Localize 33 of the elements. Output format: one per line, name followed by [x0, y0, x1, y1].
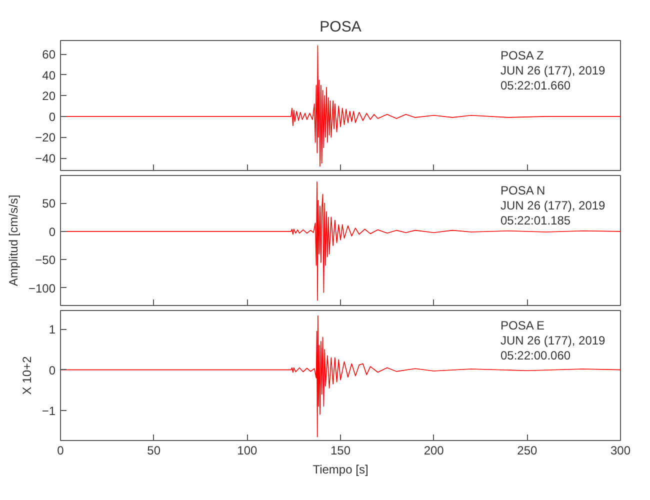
x-tick-label: 150	[330, 444, 351, 458]
x-tick-label: 200	[424, 444, 444, 458]
x-tick-label: 300	[610, 444, 631, 458]
x-tick-label: 0	[57, 444, 64, 458]
y-tick-label: 50	[42, 196, 56, 211]
y-tick-label: −100	[28, 281, 56, 296]
x-tick-label: 100	[237, 444, 258, 458]
y-tick-label: −1	[42, 404, 56, 418]
y-tick-label: −50	[35, 253, 56, 268]
x-tick-label: 250	[517, 444, 538, 458]
x-tick-label: 50	[147, 444, 161, 458]
annotation: JUN 26 (177), 2019	[500, 198, 606, 212]
y-tick-label: −20	[35, 130, 56, 145]
y-tick-label: 60	[42, 48, 56, 62]
annotation: 05:22:00.060	[500, 348, 571, 362]
y-tick-label: −40	[35, 152, 56, 166]
annotation: 05:22:01.185	[500, 214, 571, 228]
annotation: POSA Z	[500, 48, 544, 62]
y-axis-title: Amplitud [cm/s/s]	[6, 194, 20, 286]
y-tick-label: 0	[48, 363, 56, 378]
annotation: POSA N	[500, 184, 546, 198]
annotation: POSA E	[500, 318, 545, 332]
annotation: JUN 26 (177), 2019	[500, 64, 606, 78]
y-tick-label: 40	[42, 68, 56, 82]
y-tick-label: 1	[48, 322, 56, 337]
chart-title: POSA	[320, 18, 362, 36]
y-tick-label: 20	[42, 89, 56, 104]
y-tick-label: 0	[48, 224, 56, 239]
x-axis-title: Tiempo [s]	[312, 462, 368, 476]
annotation: 05:22:01.660	[500, 78, 571, 92]
y-tick-label: 0	[48, 110, 56, 124]
annotation: JUN 26 (177), 2019	[500, 334, 606, 348]
y-axis-title: X 10+2	[20, 356, 34, 395]
